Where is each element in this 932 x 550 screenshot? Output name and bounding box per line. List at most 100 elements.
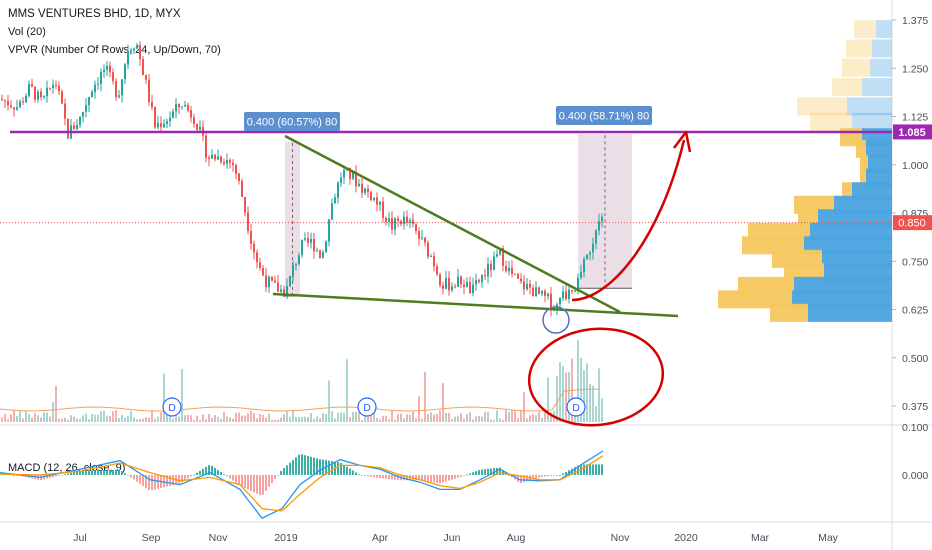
macd-histogram-bar: [271, 475, 273, 483]
candle-body: [196, 123, 198, 130]
measurement-label-right-bg: [556, 106, 652, 125]
volume-bar: [250, 410, 252, 422]
candle-body: [79, 116, 81, 126]
candle-body: [103, 69, 105, 72]
volume-bar: [415, 418, 417, 422]
measurement-label-left-text: 0.400 (60.57%) 80: [247, 117, 338, 129]
candle-body: [355, 171, 357, 187]
time-axis[interactable]: Jul Sep Nov 2019 Apr Jun Aug Nov 2020 Mar May: [73, 532, 838, 544]
candle-body: [169, 117, 171, 122]
volume-bar: [193, 419, 195, 422]
macd-axis-label: 0.000: [902, 470, 928, 482]
volume-bar: [286, 411, 288, 422]
candle-body: [157, 123, 159, 128]
candle-body: [64, 103, 66, 119]
measurement-label-left[interactable]: 0.400 (60.57%) 80: [244, 112, 340, 131]
volume-bar: [511, 410, 513, 422]
candle-body: [55, 84, 57, 86]
vpvr-down-bar: [842, 58, 870, 77]
macd-histogram-bar: [139, 475, 141, 484]
macd-histogram-bar: [118, 469, 120, 475]
measurement-label-right[interactable]: 0.400 (58.71%) 80: [556, 106, 652, 125]
macd-histogram-bar: [541, 475, 543, 477]
candle-body: [484, 275, 486, 277]
vpvr-down-bar: [742, 236, 804, 255]
macd-histogram-bar: [202, 468, 204, 475]
volume-bar: [106, 415, 108, 422]
macd-histogram-bar: [577, 465, 579, 475]
macd-histogram-bar: [307, 455, 309, 475]
macd-histogram-bar: [232, 475, 234, 481]
volume-bar: [181, 368, 183, 422]
macd-histogram-bar: [115, 469, 117, 475]
macd-histogram-bar: [292, 460, 294, 475]
time-axis-label: May: [818, 532, 839, 544]
candle-body: [205, 135, 207, 158]
macd-histogram-bar: [433, 475, 435, 483]
candle-body: [562, 291, 564, 299]
candle-body: [133, 48, 135, 51]
volume-bar: [283, 414, 285, 422]
volume-bar: [49, 416, 51, 422]
dividend-marker[interactable]: D: [566, 397, 586, 417]
macd-histogram-bar: [289, 462, 291, 475]
candle-body: [283, 289, 285, 297]
macd-histogram-bar: [196, 472, 198, 475]
macd-histogram-bar: [583, 464, 585, 475]
candle-body: [244, 197, 246, 213]
macd-histogram-bar: [553, 475, 555, 476]
candle-body: [307, 238, 309, 243]
upper-trendline[interactable]: [284, 134, 621, 314]
macd-histogram-bar: [454, 475, 456, 479]
volume-bar: [232, 418, 234, 422]
macd-histogram-bar: [259, 475, 261, 496]
dividend-marker[interactable]: D: [162, 397, 182, 417]
macd-histogram-bar: [352, 470, 354, 475]
candle-body: [259, 262, 261, 268]
volume-bar: [454, 416, 456, 422]
volume-bar: [487, 411, 489, 422]
candle-body: [208, 157, 210, 159]
macd-histogram-bar: [262, 475, 264, 495]
macd-histogram-bar: [586, 464, 588, 475]
macd-histogram-bar: [520, 475, 522, 484]
candle-body: [547, 293, 549, 296]
dividend-marker-circle: [162, 397, 182, 417]
price-axis[interactable]: 1.3751.2501.1251.0000.8750.7500.6250.500…: [892, 15, 928, 413]
candle-body: [403, 216, 405, 225]
volume-bar: [46, 412, 48, 422]
macd-histogram-bar: [481, 469, 483, 475]
lower-trendline[interactable]: [272, 292, 679, 318]
volume-bar: [340, 412, 342, 422]
candle-body: [430, 256, 432, 258]
macd-histogram-bar: [154, 475, 156, 490]
candle-body: [400, 220, 402, 225]
candle-body: [304, 238, 306, 240]
volume-bar: [7, 419, 9, 422]
volume-bar: [73, 416, 75, 422]
candle-body: [391, 218, 393, 230]
candle-body: [148, 79, 150, 102]
volume-bar: [166, 414, 168, 422]
macd-axis[interactable]: 0.100 0.000: [902, 422, 928, 482]
macd-histogram-bar: [193, 474, 195, 476]
vpvr-up-bar: [834, 195, 892, 214]
macd-histogram-bar: [76, 471, 78, 475]
candle-body: [586, 254, 588, 260]
macd-histogram-bar: [475, 471, 477, 475]
macd-histogram-bar: [484, 469, 486, 475]
macd-histogram-bar: [472, 472, 474, 475]
dividend-marker[interactable]: D: [357, 397, 377, 417]
candle-body: [334, 197, 336, 204]
candle-body: [268, 276, 270, 288]
macd-histogram-bar: [229, 475, 231, 479]
volume-bar: [274, 419, 276, 422]
candle-body: [598, 221, 600, 231]
candle-body: [115, 81, 117, 98]
candle-body: [19, 101, 21, 108]
volume-bar: [208, 414, 210, 422]
macd-histogram-bar: [130, 475, 132, 478]
macd-histogram-bar: [592, 464, 594, 475]
